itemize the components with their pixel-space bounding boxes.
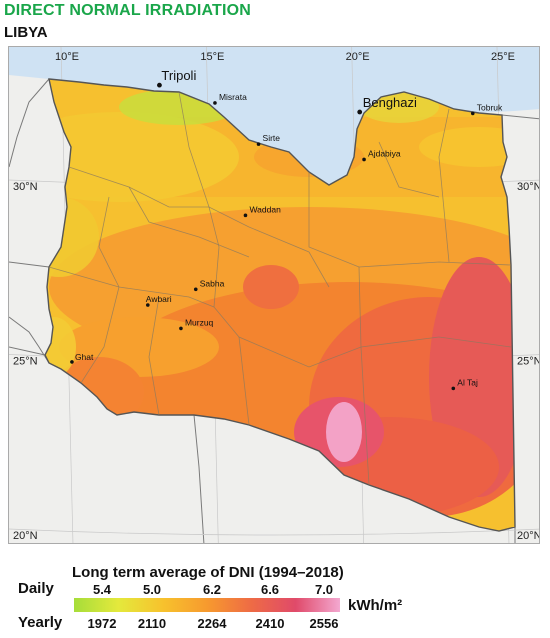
city-dot	[70, 360, 74, 364]
daily-value: 6.6	[260, 582, 280, 597]
dni-map[interactable]: 30°N 30°N 25°N 25°N 20°N 20°N 10°E 15°E 20°E 25°…	[8, 46, 540, 544]
city-markers: Tripoli Misrata Benghazi Tobruk Sirte Ajdabiy…	[70, 68, 503, 391]
city-label: Waddan	[249, 204, 281, 214]
daily-label: Daily	[18, 580, 54, 597]
city-label: Tripoli	[161, 68, 196, 83]
city-dot	[146, 303, 150, 307]
yearly-label: Yearly	[18, 614, 63, 631]
city-label: Awbari	[146, 294, 172, 304]
mediterranean-sea	[9, 47, 539, 185]
city-dot	[470, 111, 475, 116]
legend-unit: kWh/m²	[348, 597, 403, 614]
yearly-value: 2264	[197, 616, 227, 631]
city-label: Misrata	[219, 92, 247, 102]
daily-value: 5.4	[92, 582, 112, 597]
lat-label-left: 20°N	[13, 530, 38, 542]
city-label: Al Taj	[457, 377, 478, 387]
lat-label-right: 25°N	[517, 356, 540, 368]
city-label: Sabha	[200, 278, 225, 288]
daily-value: 7.0	[314, 582, 334, 597]
city-label: Ghat	[75, 352, 94, 362]
yearly-value: 2410	[255, 616, 285, 631]
neighbor-borders	[9, 78, 539, 543]
yearly-value: 2110	[137, 616, 167, 631]
city-label: Ajdabiya	[368, 148, 401, 158]
lat-label-left: 30°N	[13, 181, 38, 193]
country-name: LIBYA	[4, 24, 48, 41]
legend-title: Long term average of DNI (1994–2018)	[72, 564, 344, 581]
city-dot	[213, 101, 217, 105]
city-dot	[243, 213, 248, 218]
city-dot	[362, 157, 366, 162]
city-dot	[357, 109, 363, 115]
city-dot	[451, 386, 456, 391]
city-label: Sirte	[263, 133, 281, 143]
lon-label: 15°E	[200, 51, 224, 63]
map-canvas: 30°N 30°N 25°N 25°N 20°N 20°N 10°E 15°E 20°E 25°…	[9, 47, 540, 543]
legend-color-bar	[74, 598, 340, 612]
lon-label: 20°E	[346, 51, 370, 63]
daily-value: 5.0	[142, 582, 162, 597]
latitude-labels: 30°N 30°N 25°N 25°N 20°N 20°N	[13, 181, 540, 542]
libya-border	[44, 78, 516, 532]
city-label: Murzuq	[185, 317, 214, 327]
city-dot	[193, 287, 198, 292]
map-title: DIRECT NORMAL IRRADIATION	[4, 2, 252, 19]
district-boundaries	[48, 91, 512, 486]
city-dot	[179, 326, 183, 331]
lat-label-left: 25°N	[13, 356, 38, 368]
city-dot	[256, 142, 261, 146]
city-label: Benghazi	[363, 95, 417, 110]
daily-value: 6.2	[202, 582, 222, 597]
lon-label: 10°E	[55, 51, 79, 63]
longitude-labels: 10°E 15°E 20°E 25°E	[55, 51, 515, 63]
yearly-value: 2556	[309, 616, 339, 631]
yearly-value: 1972	[87, 616, 117, 631]
lat-label-right: 30°N	[517, 181, 540, 193]
city-dot	[157, 82, 162, 88]
lat-label-right: 20°N	[517, 530, 540, 542]
city-label: Tobruk	[477, 102, 503, 112]
lon-label: 25°E	[491, 51, 515, 63]
